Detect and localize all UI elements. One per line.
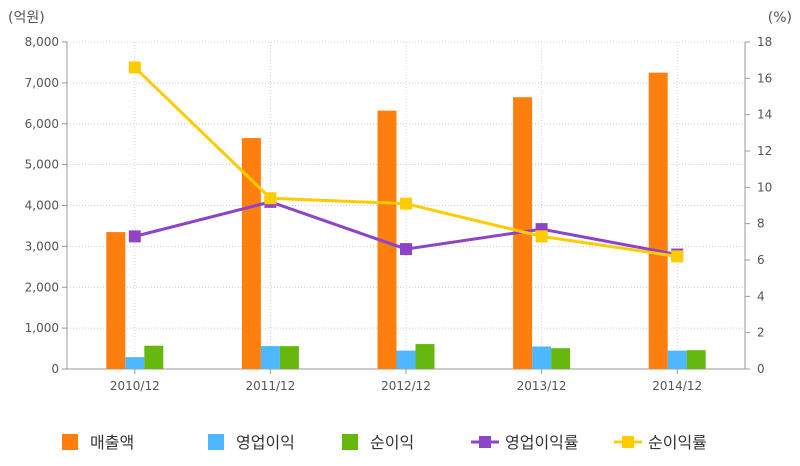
line-point: [264, 192, 277, 205]
bar: [260, 346, 280, 369]
right-tick-label: 8: [757, 217, 765, 231]
left-tick-label: 6,000: [25, 117, 59, 131]
legend-swatch: [342, 434, 358, 450]
legend-swatch: [208, 434, 224, 450]
x-tick-label: 2013/12: [517, 379, 567, 393]
left-tick-label: 4,000: [25, 199, 59, 213]
left-tick-label: 3,000: [25, 239, 59, 253]
legend-marker: [622, 436, 634, 448]
bar: [686, 350, 706, 369]
right-tick-label: 12: [757, 144, 772, 158]
right-tick-label: 16: [757, 71, 772, 85]
left-tick-label: 0: [51, 362, 59, 376]
bar: [648, 72, 668, 369]
bar: [144, 345, 164, 369]
x-axis-ticks: 2010/12 2011/12 2012/12 2013/12 2014/12: [110, 369, 702, 393]
line-point: [128, 61, 141, 74]
bar: [667, 350, 687, 369]
bar: [396, 350, 416, 369]
bar: [125, 357, 145, 369]
legend-label: 순이익률: [648, 433, 707, 452]
legend-marker: [479, 436, 491, 448]
bar: [551, 348, 571, 369]
legend-swatch: [62, 434, 78, 450]
legend-label: 영업이익률: [505, 433, 579, 452]
bar: [241, 138, 261, 369]
right-axis-unit: (%): [768, 10, 792, 26]
x-tick-label: 2010/12: [110, 379, 160, 393]
left-axis-unit: (억원): [8, 10, 45, 26]
right-tick-label: 0: [757, 362, 765, 376]
line-point: [400, 243, 412, 256]
bar: [415, 344, 435, 369]
line-point: [671, 250, 684, 263]
legend-label: 영업이익: [236, 433, 295, 452]
right-tick-label: 14: [757, 108, 772, 122]
legend-label: 매출액: [90, 433, 134, 452]
bar: [377, 110, 397, 370]
line-point: [535, 230, 548, 243]
bar: [279, 346, 299, 369]
x-tick-label: 2012/12: [381, 379, 431, 393]
left-tick-label: 5,000: [25, 158, 59, 172]
bar: [532, 346, 552, 369]
left-tick-label: 1,000: [25, 321, 59, 335]
right-tick-label: 10: [757, 180, 772, 194]
right-tick-label: 6: [757, 253, 765, 267]
left-tick-label: 7,000: [25, 76, 59, 90]
bar: [106, 232, 126, 369]
right-tick-label: 2: [757, 326, 765, 340]
left-tick-label: 2,000: [25, 280, 59, 294]
x-tick-label: 2014/12: [652, 379, 702, 393]
right-tick-label: 4: [757, 289, 765, 303]
x-tick-label: 2011/12: [245, 379, 295, 393]
right-axis-ticks: 0 2 4 6 8 10 12 14 16 18: [745, 35, 772, 376]
legend-label: 순이익: [370, 433, 414, 452]
line-series: [128, 61, 684, 263]
left-axis-ticks: 0 1,000 2,000 3,000 4,000 5,000 6,000 7,000 8,00…: [25, 35, 67, 376]
left-tick-label: 8,000: [25, 35, 59, 49]
right-tick-label: 18: [757, 35, 772, 49]
line-point: [400, 197, 412, 210]
line-point: [128, 230, 141, 243]
legend: 매출액 영업이익 순이익 영업이익률 순이익률: [62, 433, 707, 452]
